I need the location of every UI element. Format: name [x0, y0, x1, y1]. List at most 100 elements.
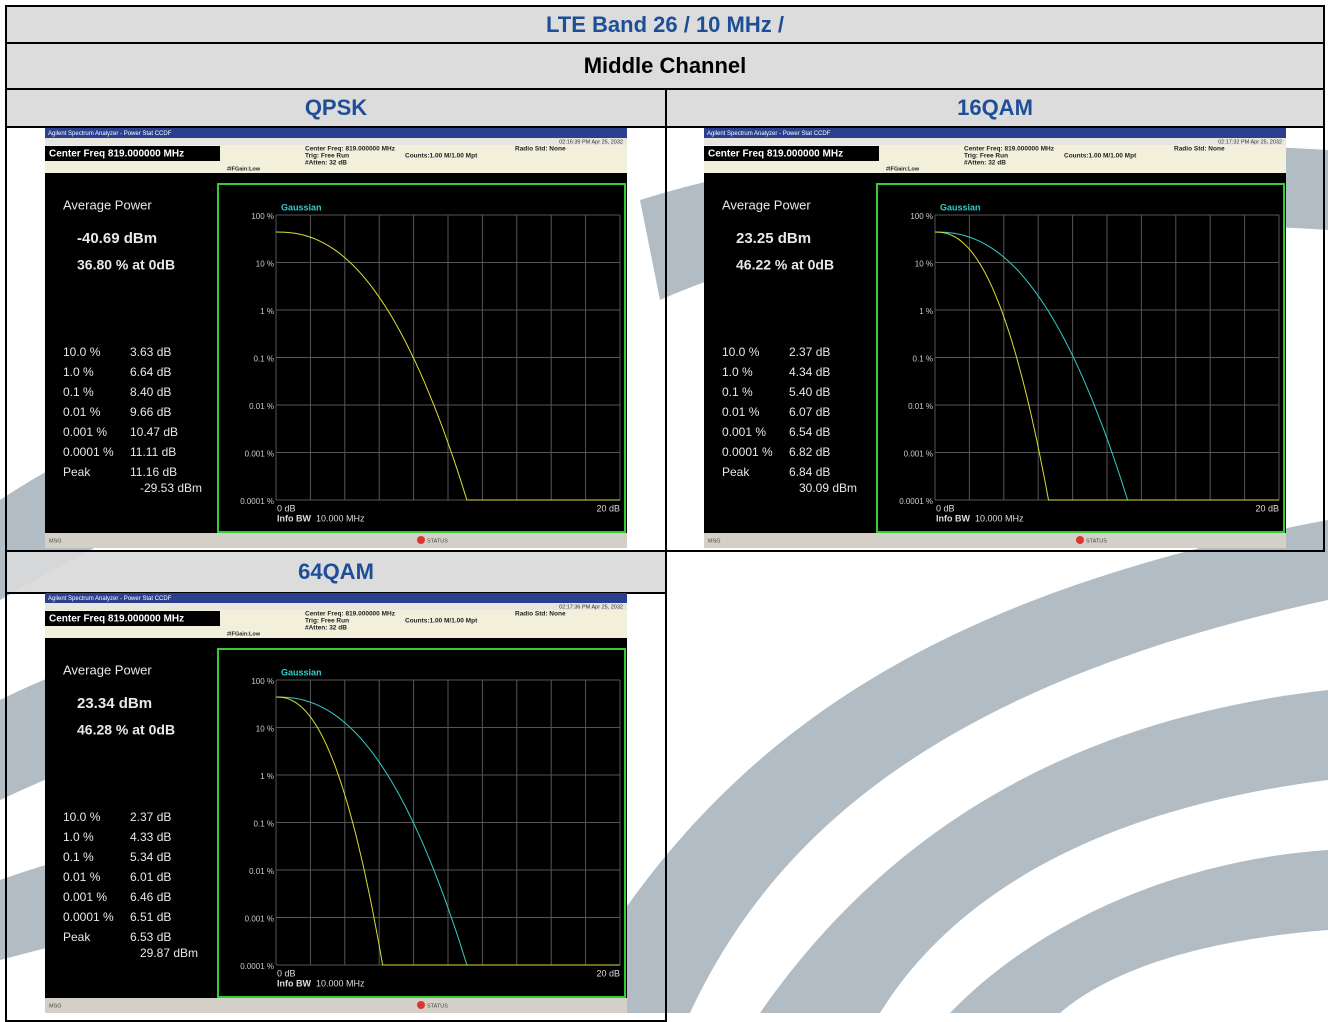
y-label: 0.001 %	[904, 450, 933, 459]
peak-label: Peak	[63, 465, 91, 479]
radio-std: Radio Std: None	[515, 146, 566, 153]
atten: #Atten: 32 dB	[964, 160, 1006, 167]
info-bw: 10.000 MHz	[316, 513, 365, 523]
trace-label: Gaussian	[281, 667, 322, 677]
counts: Counts:1.00 M/1.00 Mpt	[405, 153, 478, 160]
timestamp: 02:16:39 PM Apr 25, 2032	[559, 139, 623, 145]
stat-label: 0.01 %	[63, 870, 101, 884]
if-gain: #IFGain:Low	[227, 166, 261, 172]
stat-value: 6.82 dB	[789, 445, 830, 459]
x-start: 0 dB	[277, 968, 296, 978]
freq-box	[45, 146, 220, 161]
bottom-bar	[45, 533, 627, 548]
stat-value: 10.47 dB	[130, 425, 178, 439]
y-label: 1 %	[919, 307, 933, 316]
app-title: Agilent Spectrum Analyzer - Power Stat C…	[707, 131, 831, 137]
stat-value: 2.37 dB	[789, 345, 830, 359]
radio-std: Radio Std: None	[515, 611, 566, 618]
panel-label: 16QAM	[957, 95, 1033, 120]
at-0db: 46.22 % at 0dB	[736, 257, 834, 273]
y-label: 0.001 %	[245, 450, 274, 459]
y-label: 0.0001 %	[240, 962, 274, 971]
panel-label-cell: 16QAM	[665, 88, 1325, 128]
analyzer-screenshot: Agilent Spectrum Analyzer - Power Stat C…	[45, 593, 627, 1013]
status-line	[45, 603, 627, 610]
stat-value: 4.33 dB	[130, 830, 171, 844]
subtitle-cell: Middle Channel	[5, 42, 1325, 90]
y-label: 100 %	[910, 212, 933, 221]
y-label: 1 %	[260, 772, 274, 781]
screen	[45, 638, 627, 998]
trace	[275, 231, 620, 501]
stat-label: 10.0 %	[63, 810, 101, 824]
status: STATUS	[427, 1003, 448, 1009]
trace	[275, 696, 468, 966]
freq-box	[704, 146, 879, 161]
y-label: 10 %	[915, 260, 933, 269]
y-label: 0.001 %	[245, 915, 274, 924]
stat-label: 1.0 %	[722, 365, 753, 379]
avg-label: Average Power	[63, 197, 152, 212]
stat-value: 5.34 dB	[130, 850, 171, 864]
stat-label: 0.0001 %	[63, 445, 114, 459]
graph-frame	[876, 183, 1285, 533]
info-bw-label: Info BW	[277, 978, 311, 988]
stat-value: 3.63 dB	[130, 345, 171, 359]
peak-label: Peak	[63, 930, 91, 944]
y-label: 0.01 %	[908, 402, 933, 411]
trace-label: Gaussian	[281, 202, 322, 212]
analyzer-screenshot: Agilent Spectrum Analyzer - Power Stat C…	[704, 128, 1286, 548]
center-freq-box: Center Freq 819.000000 MHz	[49, 614, 184, 625]
status-icon	[417, 536, 425, 544]
info-bw-label: Info BW	[277, 513, 311, 523]
y-label: 0.0001 %	[899, 497, 933, 506]
y-label: 0.1 %	[254, 355, 274, 364]
stat-label: 10.0 %	[63, 345, 101, 359]
screen	[45, 173, 627, 533]
status: STATUS	[427, 538, 448, 544]
center-freq-box: Center Freq 819.000000 MHz	[49, 149, 184, 160]
stat-label: 10.0 %	[722, 345, 760, 359]
y-label: 10 %	[256, 260, 274, 269]
y-label: 0.1 %	[913, 355, 933, 364]
title-bar	[45, 593, 627, 603]
msg: MSG	[49, 1003, 62, 1009]
stat-value: 2.37 dB	[130, 810, 171, 824]
image-cell	[665, 126, 1325, 552]
stat-value: 9.66 dB	[130, 405, 171, 419]
stat-label: 0.0001 %	[722, 445, 773, 459]
peak-power: 29.87 dBm	[140, 946, 198, 960]
stat-label: 0.1 %	[722, 385, 753, 399]
app-title: Agilent Spectrum Analyzer - Power Stat C…	[48, 131, 172, 137]
y-label: 0.01 %	[249, 402, 274, 411]
radio-std: Radio Std: None	[1174, 146, 1225, 153]
x-end: 20 dB	[596, 503, 620, 513]
peak-power: -29.53 dBm	[140, 481, 202, 495]
at-0db: 36.80 % at 0dB	[77, 257, 175, 273]
status-icon	[1076, 536, 1084, 544]
stat-value: 6.51 dB	[130, 910, 171, 924]
x-end: 20 dB	[596, 968, 620, 978]
center-freq: Center Freq: 819.000000 MHz	[305, 146, 396, 153]
center-freq: Center Freq: 819.000000 MHz	[305, 611, 396, 618]
stat-value: 6.54 dB	[789, 425, 830, 439]
graph-frame	[217, 648, 626, 998]
graph-frame	[217, 183, 626, 533]
y-label: 10 %	[256, 725, 274, 734]
panel-label-cell: 64QAM	[5, 550, 667, 594]
panel-label: 64QAM	[298, 559, 374, 584]
counts: Counts:1.00 M/1.00 Mpt	[1064, 153, 1137, 160]
stat-value: 6.07 dB	[789, 405, 830, 419]
stat-value: 6.01 dB	[130, 870, 171, 884]
stat-label: 0.01 %	[722, 405, 760, 419]
y-label: 100 %	[251, 212, 274, 221]
avg-power: 23.34 dBm	[77, 695, 152, 712]
stat-label: 0.001 %	[63, 425, 107, 439]
stat-label: 0.01 %	[63, 405, 101, 419]
trace-label: Gaussian	[940, 202, 981, 212]
stat-value: 6.46 dB	[130, 890, 171, 904]
panel-label-cell: QPSK	[5, 88, 667, 128]
msg: MSG	[708, 538, 721, 544]
stat-label: 0.001 %	[722, 425, 766, 439]
trace	[275, 696, 620, 966]
